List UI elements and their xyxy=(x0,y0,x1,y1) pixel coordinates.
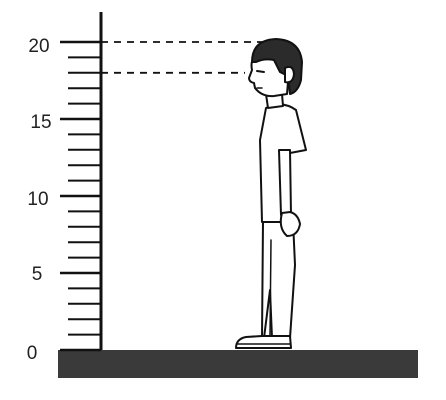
person-ear xyxy=(284,65,295,84)
person-hand xyxy=(279,211,301,237)
scale-label-10: 10 xyxy=(27,189,48,210)
person-legs xyxy=(261,220,296,339)
person-shoes xyxy=(235,335,292,349)
scale-label-15: 15 xyxy=(30,112,51,133)
scale-label-0: 0 xyxy=(27,343,38,364)
ground xyxy=(58,350,418,378)
scale-label-5: 5 xyxy=(32,264,43,285)
scale-label-20: 20 xyxy=(28,36,49,57)
person-arm xyxy=(278,149,292,216)
person-figure xyxy=(235,38,307,349)
scale-ticks xyxy=(60,40,101,352)
person-eye xyxy=(256,70,265,73)
